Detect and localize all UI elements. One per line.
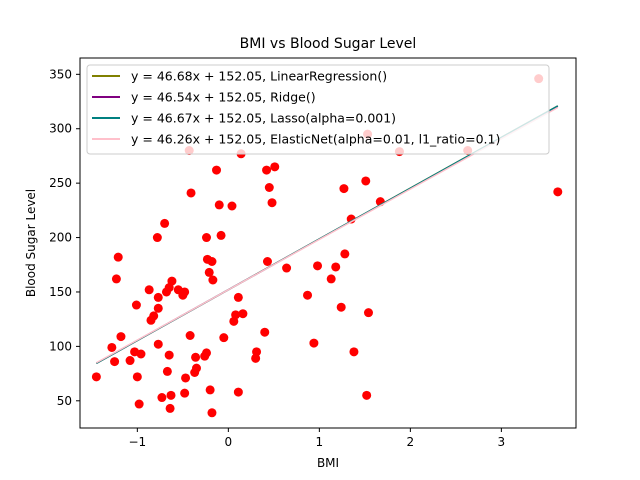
scatter-point-71 — [326, 274, 336, 284]
x-tick-label-4: 3 — [498, 435, 506, 449]
scatter-point-60 — [252, 347, 262, 357]
scatter-point-19 — [157, 393, 167, 403]
scatter-point-4 — [113, 252, 123, 262]
scatter-point-44 — [205, 385, 215, 395]
x-axis-ticks: −1 0 1 2 3 — [128, 428, 505, 449]
x-tick-label-1: 0 — [225, 435, 233, 449]
scatter-point-55 — [233, 292, 243, 302]
scatter-point-61 — [260, 327, 270, 337]
scatter-point-77 — [349, 347, 359, 357]
scatter-point-66 — [270, 162, 280, 172]
y-tick-label-5: 300 — [49, 122, 72, 136]
scatter-point-51 — [219, 333, 229, 343]
y-tick-label-2: 150 — [49, 285, 72, 299]
scatter-point-45 — [207, 257, 217, 266]
scatter-point-52 — [227, 201, 237, 211]
legend-label-0: y = 46.68x + 152.05, LinearRegression() — [131, 69, 387, 84]
scatter-point-79 — [362, 390, 372, 400]
scatter-point-37 — [191, 352, 201, 362]
legend-label-3: y = 46.26x + 152.05, ElasticNet(alpha=0.… — [131, 132, 500, 147]
scatter-point-14 — [149, 311, 159, 321]
legend-box — [86, 64, 550, 155]
scatter-point-80 — [363, 308, 373, 318]
y-axis-label: Blood Sugar Level — [24, 189, 38, 297]
scatter-point-30 — [180, 287, 190, 297]
scatter-point-54 — [231, 310, 241, 320]
scatter-point-74 — [339, 184, 349, 194]
scatter-point-32 — [181, 373, 191, 383]
scatter-point-78 — [361, 176, 371, 186]
legend-label-1: y = 46.54x + 152.05, Ridge() — [131, 90, 316, 105]
legend: y = 46.68x + 152.05, LinearRegression() y… — [86, 64, 550, 155]
scatter-point-75 — [340, 249, 350, 259]
scatter-point-12 — [144, 285, 154, 295]
scatter-point-48 — [212, 165, 222, 175]
chart-title: BMI vs Blood Sugar Level — [240, 36, 417, 52]
scatter-point-25 — [165, 403, 175, 413]
scatter-point-47 — [208, 275, 218, 285]
scatter-point-70 — [313, 261, 323, 271]
scatter-point-65 — [267, 198, 277, 208]
scatter-point-72 — [331, 262, 341, 272]
scatter-point-49 — [214, 200, 224, 210]
y-axis-ticks: 50 100 150 200 250 300 350 — [49, 67, 80, 408]
scatter-point-73 — [336, 302, 346, 312]
scatter-points — [91, 74, 563, 418]
scatter-point-58 — [238, 309, 248, 319]
x-tick-label-2: 1 — [316, 435, 324, 449]
scatter-point-1 — [107, 342, 117, 352]
scatter-point-20 — [160, 218, 170, 228]
scatter-point-10 — [134, 399, 144, 409]
y-tick-label-1: 100 — [49, 339, 72, 353]
scatter-point-64 — [264, 183, 274, 192]
scatter-point-35 — [186, 188, 196, 198]
scatter-point-3 — [111, 274, 121, 284]
scatter-point-26 — [166, 390, 176, 400]
scatter-point-50 — [216, 230, 226, 240]
y-tick-label-6: 350 — [49, 67, 72, 81]
scatter-point-11 — [136, 349, 146, 359]
scatter-point-69 — [309, 338, 319, 348]
x-axis-label: BMI — [317, 456, 339, 470]
scatter-point-38 — [191, 363, 201, 373]
scatter-point-34 — [185, 331, 195, 340]
scatter-point-46 — [207, 408, 217, 418]
scatter-point-41 — [202, 233, 212, 243]
scatter-point-5 — [116, 332, 126, 342]
x-tick-label-0: −1 — [128, 435, 146, 449]
y-tick-label-4: 250 — [49, 176, 72, 190]
scatter-point-8 — [131, 300, 141, 310]
scatter-point-63 — [262, 257, 272, 266]
scatter-point-68 — [303, 290, 313, 300]
y-tick-label-0: 50 — [57, 394, 72, 408]
scatter-point-18 — [153, 339, 163, 349]
scatter-point-16 — [153, 303, 163, 313]
scatter-point-22 — [162, 366, 172, 376]
scatter-point-56 — [233, 387, 243, 397]
scatter-point-31 — [180, 388, 190, 398]
x-tick-label-3: 2 — [407, 435, 415, 449]
scatter-point-0 — [91, 372, 101, 382]
scatter-point-17 — [153, 292, 163, 302]
scatter-point-40 — [202, 348, 212, 358]
scatter-point-6 — [125, 356, 135, 366]
scatter-point-2 — [110, 357, 120, 367]
scatter-point-86 — [553, 187, 563, 197]
scatter-point-67 — [282, 263, 292, 273]
scatter-point-24 — [164, 350, 174, 360]
scatter-point-27 — [167, 276, 177, 286]
legend-label-2: y = 46.67x + 152.05, Lasso(alpha=0.001) — [131, 111, 396, 126]
scatter-point-43 — [204, 267, 214, 277]
y-tick-label-3: 200 — [49, 231, 72, 245]
scatter-point-15 — [152, 233, 162, 243]
scatter-point-62 — [262, 165, 272, 175]
scatter-point-9 — [132, 372, 142, 382]
plot-frame — [79, 57, 577, 429]
